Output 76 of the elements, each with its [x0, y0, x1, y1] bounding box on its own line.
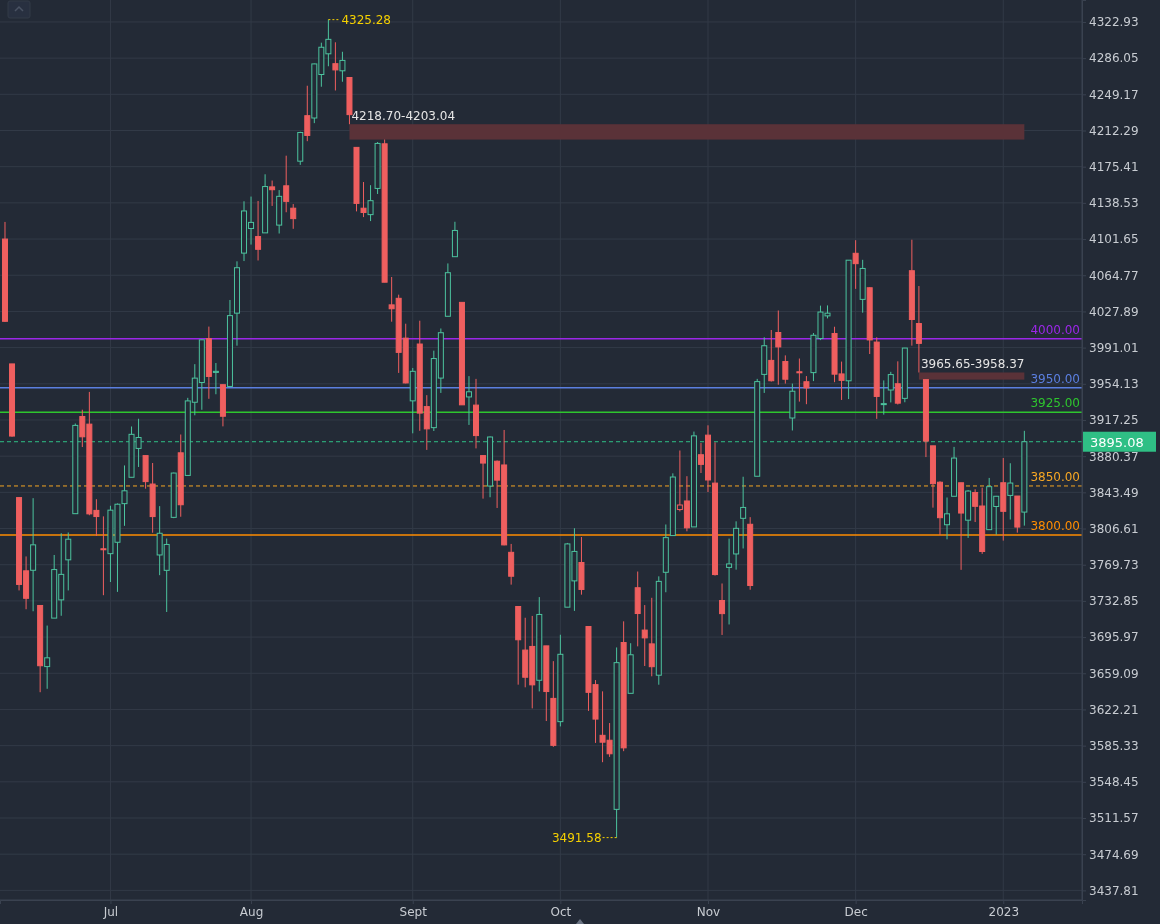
y-tick-label: 3843.49: [1089, 485, 1139, 500]
x-tick-label: Oct: [550, 904, 572, 919]
x-tick-label: Aug: [239, 904, 264, 919]
candlestick: [304, 85, 311, 142]
candlestick: [768, 329, 775, 383]
x-tick-label: 2023: [988, 904, 1020, 919]
y-tick-label: 3548.45: [1089, 775, 1139, 790]
candlestick: [782, 354, 789, 385]
candlestick: [641, 604, 648, 667]
band-label: 4218.70-4203.04: [351, 109, 456, 124]
ref-line-label: 3895.08: [1090, 434, 1144, 450]
candlestick: [360, 181, 367, 218]
candlestick: [44, 625, 51, 690]
y-tick-label: 3659.09: [1089, 666, 1139, 681]
candlestick: [290, 203, 297, 230]
candlestick: [894, 360, 901, 405]
y-tick-label: 3806.61: [1089, 521, 1139, 536]
y-tick-label: 4322.93: [1089, 15, 1139, 30]
annotation: 4325.28: [341, 12, 391, 27]
y-tick-label: 3880.37: [1089, 449, 1139, 464]
y-tick-label: 3991.01: [1089, 340, 1139, 355]
candlestick: [332, 41, 339, 91]
x-tick-label: Sept: [399, 904, 428, 919]
candlestick: [775, 309, 782, 386]
y-tick-label: 3585.33: [1089, 738, 1139, 753]
candlestick: [121, 464, 128, 527]
candlestick: [648, 597, 655, 677]
ref-line-label: 3925.00: [1030, 396, 1080, 411]
y-tick-label: 3954.13: [1089, 377, 1139, 392]
y-tick-label: 3622.21: [1089, 702, 1139, 717]
y-tick-label: 4064.77: [1089, 268, 1139, 283]
candlestick: [887, 371, 894, 403]
candlestick: [803, 375, 810, 405]
y-tick-label: 4027.89: [1089, 304, 1139, 319]
ref-line-label: 3800.00: [1030, 519, 1080, 534]
y-tick-label: 4249.17: [1089, 87, 1139, 102]
candlestick: [480, 455, 487, 500]
y-tick-label: 3695.97: [1089, 630, 1139, 645]
candlestick: [852, 239, 859, 290]
y-tick-label: 4175.41: [1089, 160, 1139, 175]
y-tick-label: 3732.85: [1089, 594, 1139, 609]
candlestick: [269, 180, 276, 207]
ref-line-label: 3950.00: [1030, 371, 1080, 386]
x-tick-label: Dec: [844, 904, 868, 919]
y-tick-label: 4101.65: [1089, 232, 1139, 247]
candlestick: [100, 515, 107, 596]
y-tick-label: 3917.25: [1089, 413, 1139, 428]
annotation: 3491.58: [551, 830, 602, 845]
band-label: 3965.65-3958.37: [920, 357, 1025, 372]
candlestick: [944, 497, 951, 540]
ref-line-label: 3850.00: [1030, 469, 1080, 484]
candlestick: [339, 51, 346, 83]
x-tick-label: Nov: [696, 904, 721, 919]
candlestick: [212, 362, 219, 395]
y-tick-label: 4212.29: [1089, 123, 1139, 138]
y-tick-label: 4138.53: [1089, 196, 1139, 211]
candlestick: [740, 476, 747, 549]
y-tick-label: 3769.73: [1089, 558, 1139, 573]
ref-line-label: 4000.00: [1030, 322, 1080, 337]
candlestick: [255, 200, 262, 261]
candlestick: [367, 184, 374, 222]
candlestick: [283, 155, 290, 213]
candlestick: [1007, 462, 1014, 521]
candlestick: [726, 538, 733, 625]
y-tick-label: 3437.81: [1089, 883, 1139, 898]
candlestick: [65, 531, 72, 591]
candlestick: [719, 582, 726, 636]
candlestick: [465, 375, 472, 426]
y-tick-label: 3511.57: [1089, 811, 1139, 826]
x-tick-label: Jul: [102, 904, 119, 919]
y-tick-label: 4286.05: [1089, 51, 1139, 66]
candlestick: [796, 358, 803, 403]
candlestick: [915, 285, 922, 373]
y-tick-label: 3474.69: [1089, 847, 1139, 862]
candlestick: [880, 379, 887, 416]
candlestick: [508, 543, 515, 586]
